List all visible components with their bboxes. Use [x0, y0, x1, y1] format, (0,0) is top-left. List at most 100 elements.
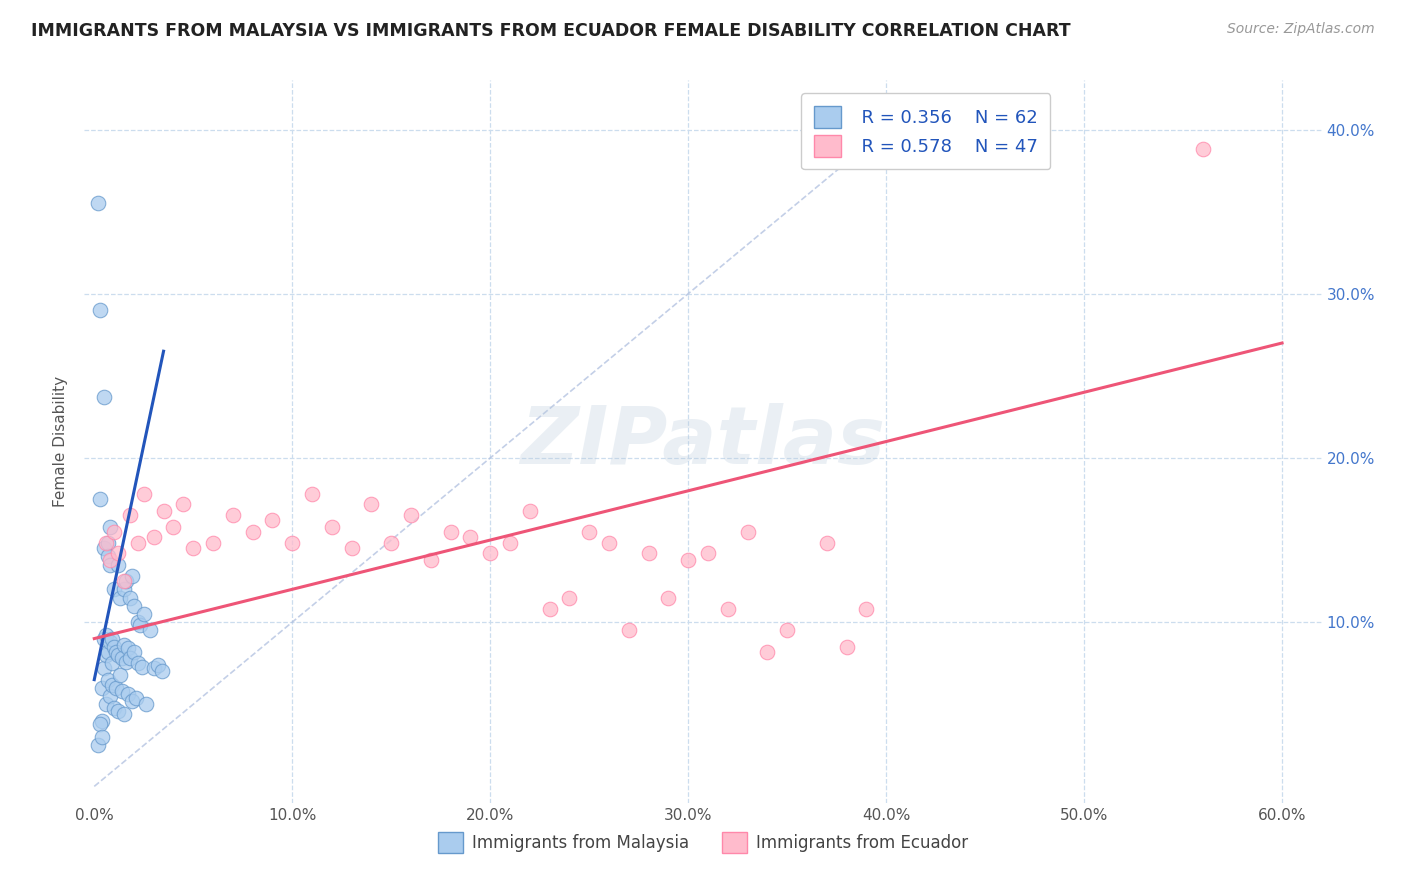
Point — [107, 648, 129, 662]
Point — [108, 667, 131, 681]
Point — [111, 651, 134, 665]
Point — [94, 536, 117, 550]
Point — [93, 632, 115, 646]
Point — [97, 673, 120, 687]
Point — [89, 303, 111, 318]
Point — [142, 661, 165, 675]
Point — [107, 558, 129, 572]
Point — [132, 487, 155, 501]
Point — [479, 546, 502, 560]
Point — [107, 546, 129, 560]
Point — [578, 524, 600, 539]
Point — [598, 536, 620, 550]
Point — [776, 624, 799, 638]
Point — [122, 645, 145, 659]
Point — [128, 618, 150, 632]
Point — [697, 546, 720, 560]
Point — [112, 582, 135, 597]
Point — [97, 536, 120, 550]
Point — [115, 574, 138, 588]
Point — [117, 687, 139, 701]
Point — [111, 684, 134, 698]
Point — [93, 661, 115, 675]
Point — [439, 524, 461, 539]
Point — [98, 558, 121, 572]
Text: ZIPatlas: ZIPatlas — [520, 402, 886, 481]
Point — [399, 508, 422, 523]
Point — [87, 196, 110, 211]
Point — [127, 657, 149, 671]
Point — [150, 665, 173, 679]
Point — [281, 536, 304, 550]
Point — [98, 520, 121, 534]
Point — [717, 602, 740, 616]
Point — [499, 536, 522, 550]
Point — [380, 536, 402, 550]
Point — [103, 524, 125, 539]
Point — [108, 591, 131, 605]
Point — [87, 739, 110, 753]
Point — [112, 707, 135, 722]
Point — [142, 530, 165, 544]
Point — [835, 640, 858, 654]
Point — [301, 487, 323, 501]
Point — [98, 553, 121, 567]
Point — [125, 690, 148, 705]
Point — [121, 694, 143, 708]
Point — [172, 497, 194, 511]
Point — [91, 681, 114, 695]
Point — [181, 541, 204, 556]
Point — [135, 698, 157, 712]
Point — [118, 508, 141, 523]
Point — [340, 541, 363, 556]
Point — [105, 681, 128, 695]
Point — [138, 624, 160, 638]
Point — [97, 549, 120, 564]
Point — [115, 655, 138, 669]
Point — [460, 530, 482, 544]
Point — [91, 730, 114, 744]
Legend: Immigrants from Malaysia, Immigrants from Ecuador: Immigrants from Malaysia, Immigrants fro… — [432, 826, 974, 860]
Point — [146, 657, 169, 672]
Point — [855, 602, 877, 616]
Point — [112, 574, 135, 588]
Point — [101, 677, 124, 691]
Point — [538, 602, 561, 616]
Point — [519, 503, 541, 517]
Point — [637, 546, 659, 560]
Point — [107, 704, 129, 718]
Point — [242, 524, 264, 539]
Point — [101, 657, 124, 671]
Point — [93, 390, 115, 404]
Point — [93, 541, 115, 556]
Point — [98, 635, 121, 649]
Point — [121, 569, 143, 583]
Text: IMMIGRANTS FROM MALAYSIA VS IMMIGRANTS FROM ECUADOR FEMALE DISABILITY CORRELATIO: IMMIGRANTS FROM MALAYSIA VS IMMIGRANTS F… — [31, 22, 1070, 40]
Point — [101, 632, 124, 646]
Point — [112, 638, 135, 652]
Point — [89, 717, 111, 731]
Point — [262, 513, 284, 527]
Point — [222, 508, 245, 523]
Point — [152, 503, 174, 517]
Point — [98, 689, 121, 703]
Point — [1192, 142, 1215, 156]
Point — [127, 536, 149, 550]
Point — [91, 714, 114, 728]
Point — [162, 520, 184, 534]
Point — [132, 607, 155, 621]
Point — [617, 624, 640, 638]
Y-axis label: Female Disability: Female Disability — [53, 376, 69, 508]
Point — [815, 536, 838, 550]
Point — [94, 648, 117, 662]
Point — [756, 645, 779, 659]
Point — [360, 497, 382, 511]
Point — [105, 645, 128, 659]
Point — [657, 591, 679, 605]
Point — [419, 553, 441, 567]
Point — [94, 628, 117, 642]
Point — [103, 640, 125, 654]
Point — [127, 615, 149, 630]
Point — [118, 591, 141, 605]
Point — [737, 524, 759, 539]
